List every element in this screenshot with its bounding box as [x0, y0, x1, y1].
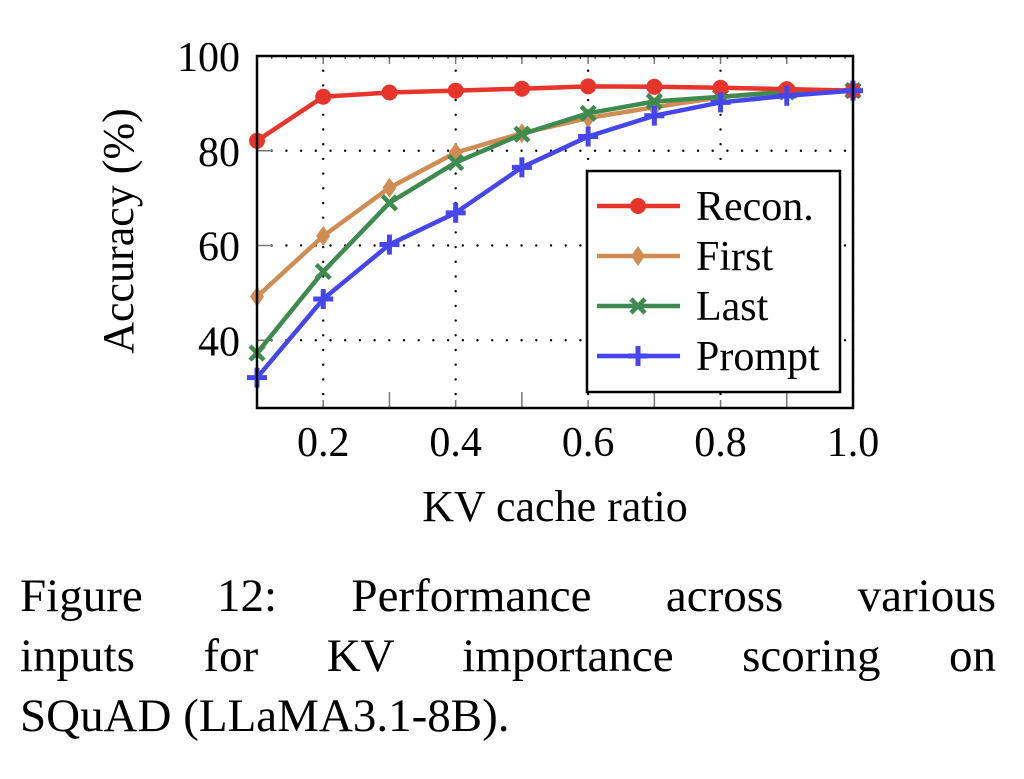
- data-point-recon: [712, 79, 729, 96]
- x-tick-label: 0.6: [562, 420, 615, 466]
- marker-stroke: [579, 104, 597, 122]
- data-point-recon: [580, 78, 597, 95]
- legend-marker-recon: [630, 198, 646, 214]
- data-point-last: [513, 125, 531, 143]
- data-point-first: [382, 177, 397, 198]
- data-point-recon: [447, 82, 464, 99]
- caption-line: Figure 12: Performance across various: [20, 570, 996, 622]
- data-point-prompt: [445, 202, 466, 223]
- marker-stroke: [629, 297, 647, 315]
- marker-stroke: [645, 92, 663, 111]
- data-point-last: [579, 104, 597, 122]
- x-tick-label: 1.0: [827, 420, 880, 466]
- series-line-last: [255, 88, 854, 355]
- y-tick-label: 100: [177, 35, 240, 81]
- data-point-last: [645, 92, 663, 111]
- x-tick-label: 0.8: [694, 420, 747, 466]
- legend-marker-first: [631, 246, 645, 266]
- legend-label-prompt: Prompt: [696, 334, 820, 380]
- legend-marker-last: [629, 297, 647, 315]
- data-point-recon: [315, 88, 332, 105]
- caption-line: SQuAD (LLaMA3.1-8B).: [20, 690, 510, 742]
- legend-label-recon: Recon.: [696, 184, 814, 230]
- data-point-prompt: [710, 92, 731, 113]
- data-point-prompt: [313, 289, 334, 310]
- x-tick-labels: 0.2 0.4 0.6 0.8 1.0: [297, 420, 879, 466]
- y-tick-label: 40: [198, 319, 240, 365]
- plot-frame: [255, 54, 855, 410]
- data-point-prompt: [578, 126, 599, 147]
- data-point-recon: [513, 80, 530, 97]
- legend-item-prompt: Prompt: [597, 334, 820, 380]
- marker-stroke: [380, 194, 399, 212]
- line-chart: 40 60 80 100 0.2 0.4 0.6 0.8 1.0 KV cache ratio…: [94, 35, 879, 531]
- marker-stroke: [513, 125, 531, 143]
- y-tick-label: 60: [198, 225, 240, 271]
- x-axis-label: KV cache ratio: [422, 482, 688, 531]
- caption-line: inputs for KV importance scoring on: [20, 630, 996, 682]
- series-recon: [249, 78, 861, 149]
- legend-item-first: First: [597, 234, 773, 280]
- legend-marker-prompt: [628, 346, 648, 366]
- series-line-recon: [255, 84, 854, 143]
- data-point-recon: [381, 84, 398, 101]
- legend-label-last: Last: [696, 284, 769, 330]
- y-tick-label: 80: [198, 130, 240, 176]
- data-point-prompt: [776, 85, 797, 106]
- data-point-last: [314, 262, 332, 281]
- y-axis-label: Accuracy (%): [94, 108, 143, 354]
- data-point-prompt: [644, 105, 665, 126]
- legend-item-last: Last: [597, 284, 769, 330]
- data-point-prompt: [379, 234, 400, 255]
- data-point-last: [447, 154, 465, 172]
- legend-item-recon: Recon.: [597, 184, 814, 230]
- data-point-first: [316, 226, 331, 247]
- series-layer: [247, 78, 863, 388]
- marker-stroke: [447, 154, 465, 172]
- marker-stroke: [314, 262, 332, 281]
- data-point-prompt: [511, 157, 532, 178]
- figure-caption: Figure 12: Performance across various in…: [20, 566, 996, 746]
- series-line-prompt: [255, 88, 854, 380]
- data-point-last: [380, 194, 399, 212]
- x-tick-label: 0.2: [297, 420, 350, 466]
- data-point-recon: [646, 78, 663, 95]
- legend-label-first: First: [696, 234, 773, 280]
- y-tick-labels: 40 60 80 100: [177, 35, 240, 365]
- x-tick-label: 0.4: [429, 420, 482, 466]
- series-prompt: [247, 80, 863, 388]
